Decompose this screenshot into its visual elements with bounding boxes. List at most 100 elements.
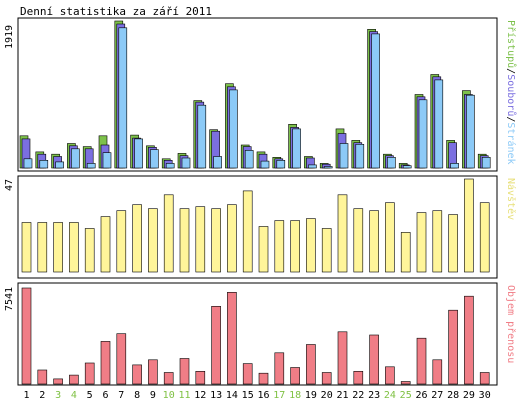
x-tick-label-5: 5 — [87, 390, 93, 401]
transfer-bar-27 — [432, 359, 443, 385]
transfer-bar-10 — [163, 372, 174, 385]
sites-bar-10 — [163, 194, 174, 273]
sites-bar-22 — [353, 208, 364, 273]
pages-bar-18 — [292, 128, 301, 169]
pages-bar-10 — [165, 163, 175, 169]
pages-bar-21 — [339, 143, 349, 169]
pages-bar-28 — [450, 163, 459, 169]
x-tick-label-11: 11 — [178, 390, 190, 401]
transfer-bar-22 — [353, 370, 364, 385]
transfer-bar-16 — [258, 372, 269, 385]
x-tick-label-29: 29 — [463, 390, 475, 401]
transfer-bar-6 — [100, 341, 111, 385]
sites-bar-17 — [274, 220, 285, 273]
transfer-bar-23 — [369, 334, 379, 385]
transfer-bar-8 — [132, 364, 142, 385]
transfer-bar-11 — [179, 358, 190, 385]
pages-bar-25 — [402, 165, 412, 169]
sites-bar-13 — [211, 208, 221, 273]
pages-bar-11 — [181, 157, 191, 169]
bottom-legend: Objem přenosu — [505, 285, 517, 363]
x-tick-label-2: 2 — [39, 390, 45, 401]
top-ymax-label: 1919 — [4, 25, 15, 49]
transfer-bar-18 — [290, 367, 300, 385]
x-tick-label-12: 12 — [194, 390, 206, 401]
legend-separator-2: / — [505, 116, 516, 122]
sites-bar-23 — [369, 210, 379, 273]
sites-bar-11 — [179, 208, 190, 273]
transfer-bar-29 — [464, 295, 474, 385]
transfer-bar-21 — [337, 331, 348, 385]
pages-bar-7 — [118, 27, 128, 169]
x-tick-label-7: 7 — [118, 390, 124, 401]
pages-bar-23 — [371, 33, 380, 169]
transfer-bar-20 — [321, 372, 332, 385]
x-tick-label-3: 3 — [55, 390, 61, 401]
x-tick-label-18: 18 — [289, 390, 301, 401]
transfer-bar-15 — [242, 363, 253, 385]
sites-bar-1 — [21, 222, 32, 273]
sites-bar-19 — [306, 218, 316, 273]
top-legend: Přístupů/Souborů/Stránek — [505, 20, 517, 165]
x-tick-label-6: 6 — [102, 390, 108, 401]
pages-bar-24 — [387, 157, 396, 169]
pages-bar-22 — [355, 144, 365, 169]
sites-bar-12 — [195, 206, 206, 273]
pages-bar-13 — [213, 156, 222, 169]
x-tick-label-10: 10 — [163, 390, 175, 401]
x-tick-label-23: 23 — [368, 390, 380, 401]
sites-bar-30 — [479, 202, 490, 273]
pages-bar-2 — [39, 160, 49, 169]
sites-bar-2 — [37, 222, 48, 273]
sites-bar-20 — [321, 228, 332, 273]
transfer-bar-30 — [479, 372, 490, 385]
x-tick-label-22: 22 — [352, 390, 364, 401]
pages-bar-4 — [71, 148, 80, 169]
x-tick-label-17: 17 — [273, 390, 285, 401]
x-tick-label-1: 1 — [23, 390, 29, 401]
x-tick-label-27: 27 — [431, 390, 443, 401]
pages-bar-6 — [102, 152, 112, 169]
chart-title: Denní statistika za září 2011 — [20, 5, 212, 18]
x-tick-label-9: 9 — [150, 390, 156, 401]
x-tick-label-8: 8 — [134, 390, 140, 401]
x-tick-label-30: 30 — [479, 390, 491, 401]
sites-bar-7 — [116, 210, 127, 273]
x-tick-labels: 1 2 3 4 5 6 7 8 9 10 11 12 13 14 15 16 17 18 19 20 21 22 23 24 2… — [23, 390, 490, 401]
middle-ymax-label: 47 — [4, 179, 15, 191]
sites-bar-18 — [290, 220, 300, 273]
pages-bar-30 — [481, 157, 491, 169]
x-tick-label-21: 21 — [336, 390, 348, 401]
x-tick-label-4: 4 — [71, 390, 77, 401]
x-tick-label-25: 25 — [400, 390, 412, 401]
transfer-bar-2 — [37, 369, 48, 385]
transfer-bar-12 — [195, 370, 206, 385]
legend-separator-1: / — [505, 68, 516, 74]
transfer-bar-13 — [211, 305, 221, 385]
x-tick-label-19: 19 — [305, 390, 317, 401]
sites-bar-24 — [385, 202, 395, 273]
transfer-bar-14 — [227, 291, 237, 385]
pages-bar-15 — [244, 150, 254, 169]
transfer-bar-24 — [385, 366, 395, 385]
pages-bar-26 — [418, 99, 428, 169]
pages-bar-27 — [434, 79, 444, 169]
sites-bar-3 — [53, 222, 63, 273]
panel-frame-bottom — [17, 282, 498, 386]
transfer-bar-4 — [69, 374, 79, 385]
pages-bar-5 — [86, 163, 96, 169]
panel-frame-top — [17, 17, 498, 172]
sites-bar-29 — [464, 178, 474, 273]
pages-bar-3 — [55, 161, 64, 169]
middle-legend: Návštěv — [505, 178, 517, 220]
sites-bar-28 — [448, 214, 458, 273]
legend-visits: Přístupů — [505, 20, 517, 68]
sites-bar-26 — [416, 212, 427, 273]
pages-bar-1 — [23, 158, 33, 169]
pages-bar-14 — [229, 89, 238, 169]
sites-bar-21 — [337, 194, 348, 273]
x-tick-label-26: 26 — [415, 390, 427, 401]
transfer-bar-3 — [53, 378, 63, 385]
transfer-bar-5 — [84, 362, 95, 385]
